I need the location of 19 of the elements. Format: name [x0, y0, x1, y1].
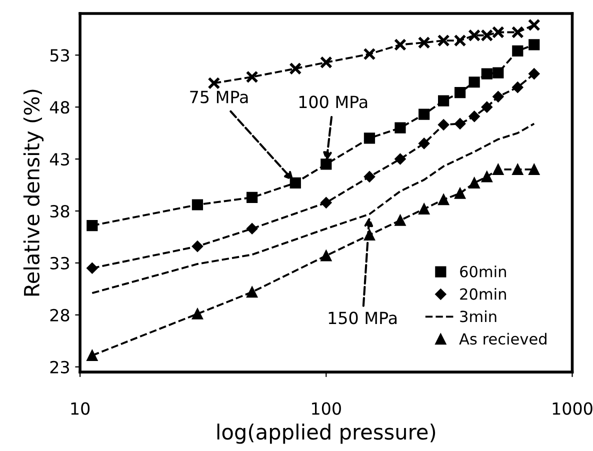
legend-label: 20min: [460, 288, 506, 300]
y-tick-label: 28: [50, 308, 70, 322]
y-tick-label: 43: [50, 152, 69, 166]
y-tick-label: 53: [50, 49, 69, 62]
annotation: 150 MPa: [328, 312, 397, 324]
legend-label: As recieved: [459, 332, 546, 345]
y-tick-label: 38: [50, 204, 70, 218]
x-tick-label: 1000: [552, 402, 592, 415]
legend-label: 3min: [460, 310, 496, 322]
annotation: 100 MPa: [299, 96, 368, 108]
y-tick-label: 48: [50, 101, 70, 114]
y-tick-label: 23: [50, 360, 69, 374]
x-axis-title: log(applied pressure): [217, 424, 436, 444]
y-tick-label: 33: [50, 256, 69, 270]
y-axis-title: Relative density (%): [23, 90, 44, 296]
legend-label: 60min: [460, 266, 506, 278]
annotation: 75 MPa: [190, 90, 248, 104]
x-tick-label: 100: [312, 402, 341, 415]
x-tick-label: 10: [71, 402, 90, 415]
